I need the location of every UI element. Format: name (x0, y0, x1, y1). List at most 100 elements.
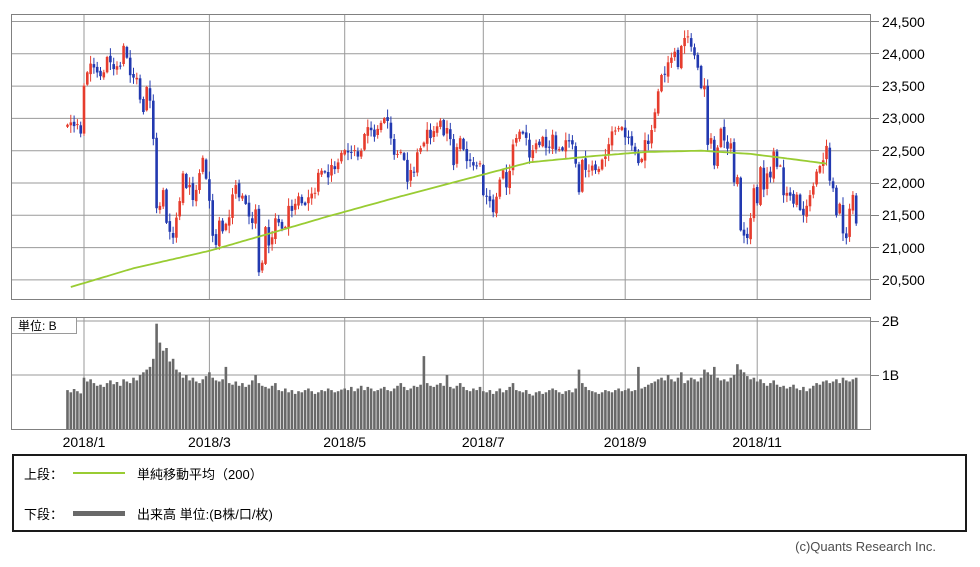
volume-bar (290, 390, 294, 429)
legend-box: 上段： 単純移動平均（200） 下段： 出来高 単位:(B株/口/枚) (12, 454, 967, 532)
volume-bar (584, 386, 587, 429)
volume-bar (818, 384, 822, 429)
volume-bar (72, 389, 76, 429)
volume-bar (505, 390, 508, 429)
volume-bar (561, 393, 564, 429)
volume-bar (181, 377, 185, 429)
volume-bar (610, 392, 614, 429)
volume-bar (435, 384, 439, 429)
volume-bar (703, 369, 706, 429)
volume-bar (234, 381, 238, 429)
volume-bar (369, 388, 373, 429)
price-axis-tick-label: 20,500 (882, 271, 925, 288)
volume-bar (422, 356, 426, 429)
volume-bar (251, 380, 254, 429)
volume-axis-tick (871, 374, 879, 376)
volume-bar (396, 385, 399, 429)
volume-bar (726, 381, 729, 429)
volume-bar (475, 390, 478, 429)
volume-bar (99, 384, 102, 429)
legend-lower-prefix: 下段： (24, 506, 64, 522)
volume-bar (749, 379, 752, 429)
volume-bar (247, 384, 251, 429)
volume-bar (353, 391, 356, 429)
volume-bar (274, 383, 277, 429)
volume-bar (336, 391, 340, 429)
volume-bar (515, 390, 518, 429)
volume-bar (145, 369, 148, 429)
price-axis-tick (871, 279, 879, 281)
candlestick-chart (12, 15, 870, 299)
volume-bar (277, 390, 280, 429)
volume-bar (260, 385, 264, 429)
volume-bar (501, 392, 505, 429)
volume-bar-swatch (73, 510, 126, 516)
volume-bar (303, 390, 307, 429)
volume-bar (835, 379, 838, 429)
volume-chart (12, 318, 870, 429)
volume-bar (326, 388, 330, 429)
volume-bar (732, 375, 736, 429)
volume-bar (597, 393, 601, 429)
volume-bar (752, 377, 756, 429)
volume-bar (376, 390, 379, 429)
legend-upper-label: 単純移動平均（200） (137, 466, 263, 482)
volume-bar (188, 380, 191, 429)
volume-bar (122, 379, 125, 429)
volume-bar (323, 391, 327, 429)
volume-bar (241, 383, 244, 429)
volume-bar (148, 366, 152, 429)
volume-bar (383, 386, 386, 429)
volume-bar (386, 390, 389, 429)
volume-bar (204, 376, 208, 429)
volume-bar (557, 392, 561, 429)
volume-bar (452, 388, 455, 429)
volume-bar (541, 393, 544, 429)
volume-bar (534, 392, 538, 429)
volume-bar (709, 375, 713, 429)
volume-bar (208, 372, 211, 429)
legend-upper-prefix: 上段： (24, 466, 64, 482)
volume-unit-text: 単位: B (18, 319, 57, 333)
volume-bar (716, 377, 719, 429)
volume-bar (808, 388, 812, 429)
volume-bar (845, 380, 848, 429)
volume-bar (300, 392, 304, 429)
volume-bar (693, 379, 696, 429)
volume-bar (617, 388, 620, 429)
volume-bar (798, 390, 802, 429)
volume-bar (95, 385, 99, 429)
volume-bar (119, 385, 122, 429)
volume-bar (666, 375, 670, 429)
volume-bar (142, 372, 145, 429)
volume-bar (284, 388, 287, 429)
volume-bar (815, 383, 818, 429)
volume-bar (640, 388, 643, 429)
volume-bar (333, 392, 337, 429)
volume-bar (112, 384, 115, 429)
volume-bar (623, 390, 627, 429)
volume-bar (722, 379, 726, 429)
volume-bar (449, 386, 452, 429)
volume-bar (577, 369, 581, 429)
volume-bar (237, 385, 241, 429)
volume-bar (270, 385, 274, 429)
volume-bar (340, 389, 343, 429)
volume-bar (458, 383, 462, 429)
volume-bar (548, 390, 551, 429)
x-axis-month-label: 2018/1 (62, 434, 106, 450)
volume-bar (109, 380, 112, 429)
volume-bar (363, 390, 366, 429)
volume-bar (82, 377, 86, 429)
volume-bar (696, 381, 700, 429)
volume-bar (267, 388, 271, 429)
volume-bar (676, 377, 680, 429)
volume-bar (755, 381, 759, 429)
volume-bar (779, 386, 782, 429)
volume-bar (511, 383, 515, 429)
volume-bar (544, 392, 548, 429)
volume-bar (782, 385, 785, 429)
price-axis-tick (871, 53, 879, 55)
volume-bar (686, 380, 690, 429)
volume-bar (538, 391, 541, 429)
